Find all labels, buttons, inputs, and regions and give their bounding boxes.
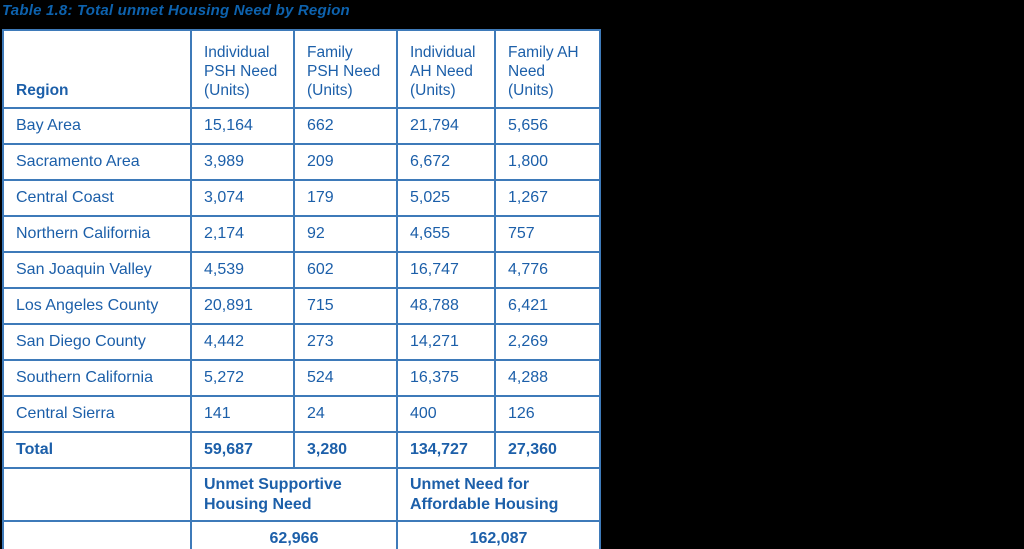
value-cell: 1,800	[494, 143, 601, 181]
value-cell: 3,989	[190, 143, 295, 181]
value-cell: 1,267	[494, 179, 601, 217]
table-caption: Table 1.8: Total unmet Housing Need by R…	[2, 2, 350, 19]
value-cell: 715	[293, 287, 398, 325]
value-cell: 602	[293, 251, 398, 289]
value-cell: 24	[293, 395, 398, 433]
column-header-individual-psh: Individual PSH Need (Units)	[190, 29, 295, 109]
total-value-cell: 3,280	[293, 431, 398, 469]
total-value-cell: 59,687	[190, 431, 295, 469]
column-header-family-psh: Family PSH Need (Units)	[293, 29, 398, 109]
region-cell: Northern California	[2, 215, 192, 253]
value-cell: 5,272	[190, 359, 295, 397]
table-row: Bay Area 15,164 662 21,794 5,656	[2, 107, 601, 145]
unmet-supportive-housing-value: 62,966	[190, 520, 398, 549]
table-row: Southern California 5,272 524 16,375 4,2…	[2, 359, 601, 397]
value-cell: 179	[293, 179, 398, 217]
value-cell: 15,164	[190, 107, 295, 145]
total-value-cell: 134,727	[396, 431, 496, 469]
value-cell: 4,288	[494, 359, 601, 397]
value-cell: 662	[293, 107, 398, 145]
value-cell: 20,891	[190, 287, 295, 325]
region-cell: Central Coast	[2, 179, 192, 217]
total-value-cell: 27,360	[494, 431, 601, 469]
region-cell: Southern California	[2, 359, 192, 397]
table-row: Central Coast 3,074 179 5,025 1,267	[2, 179, 601, 217]
value-cell: 5,025	[396, 179, 496, 217]
table-row: Central Sierra 141 24 400 126	[2, 395, 601, 433]
value-cell: 3,074	[190, 179, 295, 217]
value-cell: 14,271	[396, 323, 496, 361]
table-row: Sacramento Area 3,989 209 6,672 1,800	[2, 143, 601, 181]
summary-label-row: Unmet Supportive Housing Need Unmet Need…	[2, 467, 601, 522]
value-cell: 757	[494, 215, 601, 253]
value-cell: 141	[190, 395, 295, 433]
column-header-family-ah: Family AH Need (Units)	[494, 29, 601, 109]
housing-need-table: Region Individual PSH Need (Units) Famil…	[2, 29, 601, 549]
value-cell: 273	[293, 323, 398, 361]
empty-region-gap	[2, 520, 192, 549]
region-cell: San Joaquin Valley	[2, 251, 192, 289]
summary-value-row: 62,966 162,087	[2, 520, 601, 549]
unmet-affordable-housing-label: Unmet Need for Affordable Housing	[396, 467, 601, 522]
table-row: San Diego County 4,442 273 14,271 2,269	[2, 323, 601, 361]
value-cell: 6,672	[396, 143, 496, 181]
total-label-cell: Total	[2, 431, 192, 469]
value-cell: 4,655	[396, 215, 496, 253]
value-cell: 16,747	[396, 251, 496, 289]
total-row: Total 59,687 3,280 134,727 27,360	[2, 431, 601, 469]
value-cell: 4,776	[494, 251, 601, 289]
value-cell: 2,174	[190, 215, 295, 253]
value-cell: 4,539	[190, 251, 295, 289]
value-cell: 16,375	[396, 359, 496, 397]
value-cell: 5,656	[494, 107, 601, 145]
value-cell: 6,421	[494, 287, 601, 325]
value-cell: 92	[293, 215, 398, 253]
column-header-region: Region	[2, 29, 192, 109]
table-row: San Joaquin Valley 4,539 602 16,747 4,77…	[2, 251, 601, 289]
region-cell: Los Angeles County	[2, 287, 192, 325]
region-cell: San Diego County	[2, 323, 192, 361]
value-cell: 21,794	[396, 107, 496, 145]
header-row: Region Individual PSH Need (Units) Famil…	[2, 29, 601, 109]
value-cell: 2,269	[494, 323, 601, 361]
region-cell: Sacramento Area	[2, 143, 192, 181]
unmet-supportive-housing-label: Unmet Supportive Housing Need	[190, 467, 398, 522]
value-cell: 4,442	[190, 323, 295, 361]
value-cell: 524	[293, 359, 398, 397]
region-cell: Bay Area	[2, 107, 192, 145]
table-row: Northern California 2,174 92 4,655 757	[2, 215, 601, 253]
value-cell: 126	[494, 395, 601, 433]
value-cell: 400	[396, 395, 496, 433]
column-header-individual-ah: Individual AH Need (Units)	[396, 29, 496, 109]
empty-region-gap	[2, 467, 192, 522]
value-cell: 209	[293, 143, 398, 181]
unmet-affordable-housing-value: 162,087	[396, 520, 601, 549]
table-row: Los Angeles County 20,891 715 48,788 6,4…	[2, 287, 601, 325]
region-cell: Central Sierra	[2, 395, 192, 433]
value-cell: 48,788	[396, 287, 496, 325]
